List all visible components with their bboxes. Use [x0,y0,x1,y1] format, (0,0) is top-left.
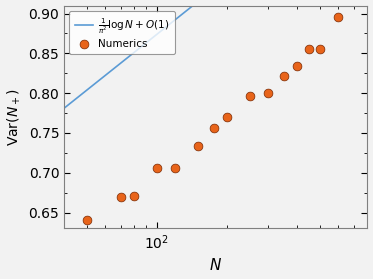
Numerics [172,166,178,170]
Numerics [118,195,124,199]
Legend: $\frac{1}{\pi^2}\log N+O(1)$, Numerics: $\frac{1}{\pi^2}\log N+O(1)$, Numerics [69,11,175,54]
Numerics [335,15,341,20]
Numerics [294,64,300,68]
Numerics [211,126,217,130]
Numerics [154,166,160,170]
Numerics [224,115,230,119]
$\frac{1}{\pi^2}\log N+O(1)$ [63,106,68,109]
X-axis label: $N$: $N$ [209,258,222,273]
Numerics [281,73,287,78]
Line: $\frac{1}{\pi^2}\log N+O(1)$: $\frac{1}{\pi^2}\log N+O(1)$ [64,0,367,108]
Y-axis label: Var$(N_+)$: Var$(N_+)$ [6,88,23,146]
$\frac{1}{\pi^2}\log N+O(1)$ [62,107,66,110]
Numerics [247,93,253,98]
Numerics [306,47,312,52]
Numerics [265,91,271,95]
Numerics [131,194,137,198]
Numerics [195,143,201,148]
Numerics [317,46,323,51]
Numerics [84,217,90,222]
